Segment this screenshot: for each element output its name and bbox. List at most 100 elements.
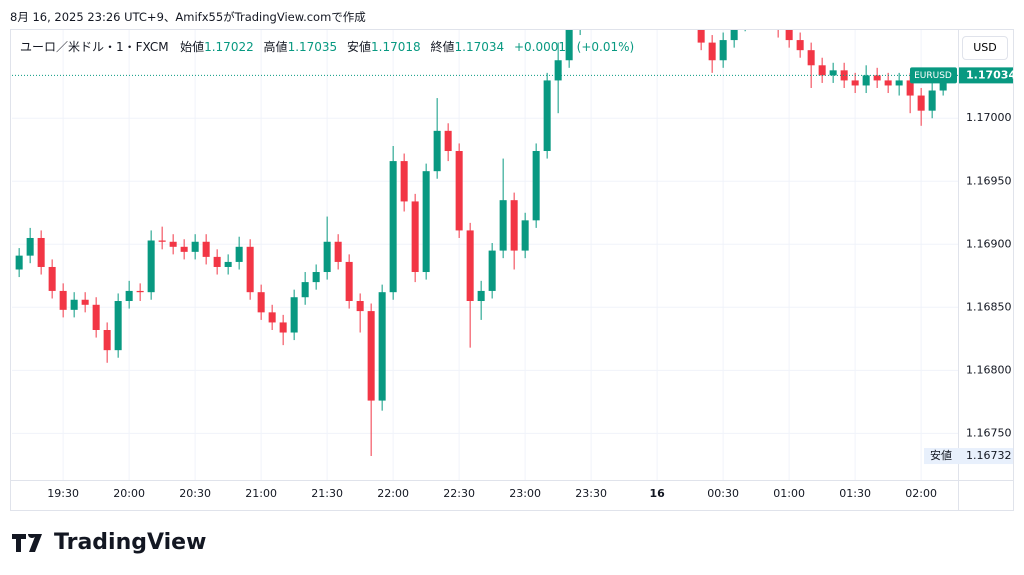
candle-body	[676, 2, 683, 11]
candle-body	[730, 30, 738, 41]
candle-body	[884, 80, 892, 86]
candle-body	[785, 30, 793, 41]
candle-body	[687, 11, 694, 20]
close-label: 終値	[430, 40, 455, 54]
x-tick-label: 21:30	[311, 487, 343, 500]
x-tick-label: 02:00	[905, 487, 937, 500]
brand-name: TradingView	[54, 530, 207, 555]
caption: 8月 16, 2025 23:26 UTC+9、Amifx55がTradingV…	[10, 10, 366, 24]
candle-body	[588, 0, 595, 5]
x-tick-label: 01:30	[839, 487, 871, 500]
candle-body	[840, 70, 848, 81]
candle-body	[191, 241, 199, 252]
candle-body	[48, 266, 56, 291]
candle-body	[928, 90, 936, 111]
x-tick-label: 21:00	[245, 487, 277, 500]
candle-body	[92, 304, 100, 330]
candle-body	[654, 0, 661, 5]
currency-button[interactable]: USD	[962, 36, 1008, 60]
candle-body	[246, 246, 254, 293]
x-tick-label: 23:30	[575, 487, 607, 500]
candle-body	[764, 17, 771, 20]
candle-body	[169, 241, 177, 247]
low-value: 1.17018	[371, 40, 421, 54]
candle-body	[70, 299, 78, 310]
x-tick-label: 00:30	[707, 487, 739, 500]
candle-body	[862, 75, 870, 86]
candle-body	[180, 246, 188, 252]
low-label: 安値	[347, 40, 372, 54]
candle-body	[103, 330, 111, 351]
candle-body	[158, 240, 166, 242]
candle-body	[422, 171, 430, 273]
candle-body	[543, 80, 551, 152]
x-tick-label: 20:30	[179, 487, 211, 500]
low-marker-value: 1.16732	[966, 449, 1012, 462]
candle-body	[268, 312, 276, 323]
close-value: 1.17034	[454, 40, 505, 54]
candle-body	[367, 311, 375, 401]
candle-body	[444, 130, 452, 152]
candle-body	[577, 5, 584, 28]
candle-body	[499, 200, 507, 251]
candle-body	[312, 272, 320, 283]
candle-body	[323, 241, 331, 273]
change: +0.00012	[513, 40, 574, 54]
symbol-tag-label: EURUSD	[914, 71, 952, 81]
candle-body	[257, 292, 265, 313]
x-tick-label: 20:00	[113, 487, 145, 500]
candle-body	[532, 151, 540, 221]
last-price-tag	[959, 67, 1013, 84]
candle-body	[411, 201, 419, 273]
open-label: 始値	[180, 40, 205, 54]
candle-body	[400, 161, 408, 202]
plot	[12, 0, 958, 457]
candle-body	[873, 75, 881, 81]
candle-body	[213, 256, 221, 267]
x-tick-label: 16	[649, 487, 665, 500]
low-marker-tag	[924, 448, 1013, 465]
candle-body	[775, 20, 782, 30]
y-tick-label: 1.16850	[966, 300, 1012, 313]
y-tick-label: 1.16750	[966, 426, 1012, 439]
candle-body	[665, 2, 672, 5]
high-value: 1.17035	[287, 40, 338, 54]
candle-body	[521, 220, 529, 251]
chart-frame	[10, 29, 1014, 511]
candle-body	[15, 255, 23, 270]
candle-body	[202, 241, 210, 257]
open-value: 1.17022	[204, 40, 254, 54]
candle-body	[356, 301, 364, 312]
candle-body	[719, 40, 727, 61]
candle-body	[488, 250, 496, 291]
y-tick-label: 1.16950	[966, 174, 1012, 187]
candle-body	[829, 70, 837, 76]
x-tick-label: 22:00	[377, 487, 409, 500]
low-marker-label: 安値	[930, 448, 952, 462]
brand-logo: TradingView	[12, 530, 206, 555]
candle-body	[147, 240, 155, 293]
y-tick-label: 1.17000	[966, 111, 1012, 124]
candle-body	[290, 297, 298, 333]
candle-body	[895, 80, 903, 86]
candle-body	[510, 200, 518, 251]
candle-body	[455, 151, 463, 231]
axes: 1.16750 1.16800 1.16850 1.16900 1.16950 1.170…	[47, 67, 1016, 500]
candle-body	[433, 130, 441, 172]
candle-body	[466, 230, 474, 302]
candle-body	[697, 30, 705, 43]
candle-body	[301, 282, 309, 298]
candle-body	[917, 95, 925, 111]
y-tick-label: 1.16900	[966, 237, 1012, 250]
candle-body	[753, 15, 760, 18]
candle-body	[345, 261, 353, 302]
candle-body	[136, 290, 144, 293]
candle-body	[235, 246, 243, 262]
candle-body	[389, 161, 397, 293]
candle-body	[279, 322, 287, 333]
candle-body	[565, 30, 573, 61]
candle-body	[378, 292, 386, 401]
x-tick-label: 01:00	[773, 487, 805, 500]
candle-body	[742, 15, 749, 24]
